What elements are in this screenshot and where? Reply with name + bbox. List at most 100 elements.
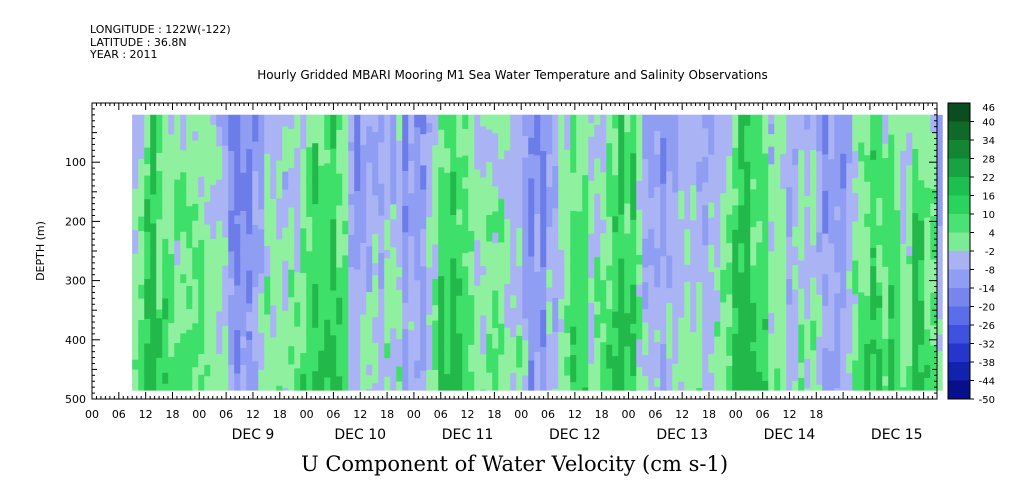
field-cell (852, 114, 859, 152)
field-cell (210, 213, 217, 240)
field-cell (702, 205, 709, 219)
field-cell (816, 114, 823, 133)
field-cell (648, 301, 655, 315)
field-cell (420, 266, 427, 280)
field-cell (822, 305, 829, 349)
field-cell (420, 189, 427, 230)
field-cell (414, 360, 421, 379)
field-cell (336, 236, 343, 268)
field-cell (186, 145, 193, 186)
field-cell (294, 368, 301, 391)
x-hour-label: 18 (165, 408, 179, 421)
field-cell (282, 362, 289, 389)
field-cell (888, 318, 895, 340)
field-cell (888, 212, 895, 232)
x-axis: 00 06 12 18 00 06 12 18 00 06 12 18 00 06 12 18 00 06 12 18… (85, 103, 938, 443)
field-cell (744, 200, 751, 240)
field-cell (378, 215, 385, 254)
field-cell (456, 333, 463, 358)
field-cell (600, 263, 607, 281)
field-cell (846, 353, 853, 374)
field-cell (876, 349, 883, 380)
field-cell (192, 140, 199, 177)
field-cell (570, 265, 577, 292)
field-cell (756, 176, 763, 222)
field-cell (744, 161, 751, 202)
field-cell (480, 315, 487, 355)
field-cell (216, 126, 223, 147)
field-cell (846, 208, 853, 239)
field-cell (252, 224, 259, 259)
field-cell (378, 142, 385, 185)
field-cell (834, 352, 841, 389)
field-cell (144, 318, 151, 345)
field-cell (132, 230, 139, 255)
field-cell (420, 309, 427, 353)
field-cell (492, 278, 499, 292)
field-cell (438, 326, 445, 363)
field-cell (474, 114, 481, 144)
field-cell (480, 220, 487, 267)
field-cell (222, 265, 229, 278)
field-cell (150, 114, 157, 159)
field-cell (240, 249, 247, 281)
field-cell (768, 124, 775, 135)
field-cell (738, 136, 745, 170)
field-cell (558, 319, 565, 333)
field-cell (324, 163, 331, 180)
field-cell (630, 390, 637, 391)
field-cell (630, 323, 637, 334)
field-cell (426, 325, 433, 371)
field-cell (756, 263, 763, 279)
field-cell (486, 372, 493, 387)
field-cell (612, 143, 619, 176)
field-cell (474, 320, 481, 362)
field-cell (708, 244, 715, 273)
field-cell (138, 348, 145, 375)
field-cell (606, 309, 613, 346)
field-cell (216, 311, 223, 355)
field-cell (180, 246, 187, 275)
field-cell (528, 178, 535, 189)
field-cell (930, 203, 937, 217)
field-cell (306, 251, 313, 293)
field-cell (564, 375, 571, 391)
field-cell (162, 131, 169, 171)
field-cell (642, 376, 649, 391)
field-cell (144, 199, 151, 233)
field-cell (522, 375, 529, 391)
field-cell (594, 337, 601, 362)
field-cell (894, 239, 901, 285)
field-cell (522, 195, 529, 238)
field-cell (426, 132, 433, 179)
field-cell (486, 161, 493, 176)
field-cell (828, 324, 835, 352)
field-cell (468, 251, 475, 296)
field-cell (774, 210, 781, 234)
field-cell (480, 354, 487, 391)
field-cell (912, 202, 919, 214)
field-cell (846, 373, 853, 391)
field-cell (732, 333, 739, 376)
field-cell (570, 355, 577, 383)
field-cell (276, 127, 283, 161)
field-cell (396, 339, 403, 368)
field-cell (408, 236, 415, 276)
field-cell (390, 219, 397, 248)
field-cell (690, 220, 697, 260)
field-cell (534, 213, 541, 229)
field-cell (156, 152, 163, 172)
field-cell (450, 389, 457, 391)
x-hour-label: 18 (595, 408, 609, 421)
field-cell (378, 288, 385, 327)
field-cell (222, 325, 229, 347)
field-cell (732, 147, 739, 190)
field-cell (588, 278, 595, 304)
field-cell (726, 114, 733, 157)
field-cell (816, 177, 823, 207)
field-cell (546, 114, 553, 155)
field-cell (678, 229, 685, 258)
field-cell (930, 345, 937, 369)
field-cell (570, 291, 577, 301)
field-cell (906, 132, 913, 166)
